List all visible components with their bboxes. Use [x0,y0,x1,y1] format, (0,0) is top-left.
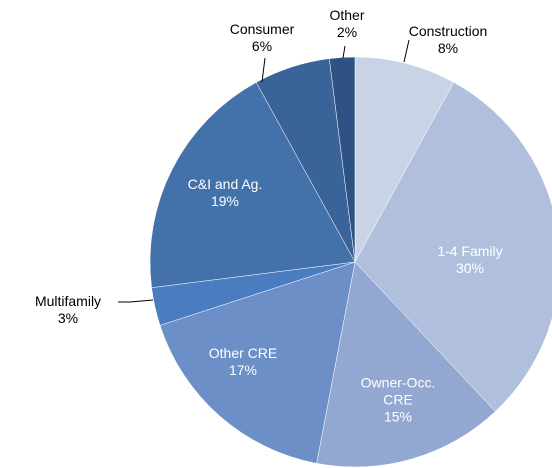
value-label: 30% [455,260,485,276]
slice-label: Other 2% [317,7,377,41]
value-label: 17% [228,362,258,378]
category-label: Other CRE [208,345,278,361]
value-label: 19% [210,193,240,209]
category-label: Consumer [229,21,295,37]
value-label: 6% [251,38,273,54]
slice-label: Other CRE 17% [183,345,303,379]
value-label: 8% [437,40,459,56]
pie-slice [354,82,552,412]
leader-line [118,299,154,303]
pie-slice [354,56,455,263]
slice-label: Construction 8% [388,23,508,57]
pie-slice [316,261,496,468]
leader-line [261,57,266,83]
pie-slice [149,82,356,288]
slice-label: C&I and Ag. 19% [165,176,285,210]
category-label: Other [329,7,365,23]
slice-label: Owner-Occ. CRE 15% [353,375,443,426]
pie-slice [159,261,356,464]
category-label: C&I and Ag. [187,176,263,192]
value-label: 2% [336,24,358,40]
category-label: Construction [408,23,488,39]
category-label: Multifamily [34,293,102,309]
category-label: 1-4 Family [437,243,503,259]
value-label: 3% [57,310,79,326]
leader-line [403,39,410,63]
slice-label: Multifamily 3% [18,293,118,327]
slice-label: 1-4 Family 30% [410,243,530,277]
slice-label: Consumer 6% [212,21,312,55]
pie-slice [329,56,356,263]
category-label: Owner-Occ. CRE [360,374,436,408]
leader-line [342,45,346,59]
value-label: 15% [383,408,413,425]
